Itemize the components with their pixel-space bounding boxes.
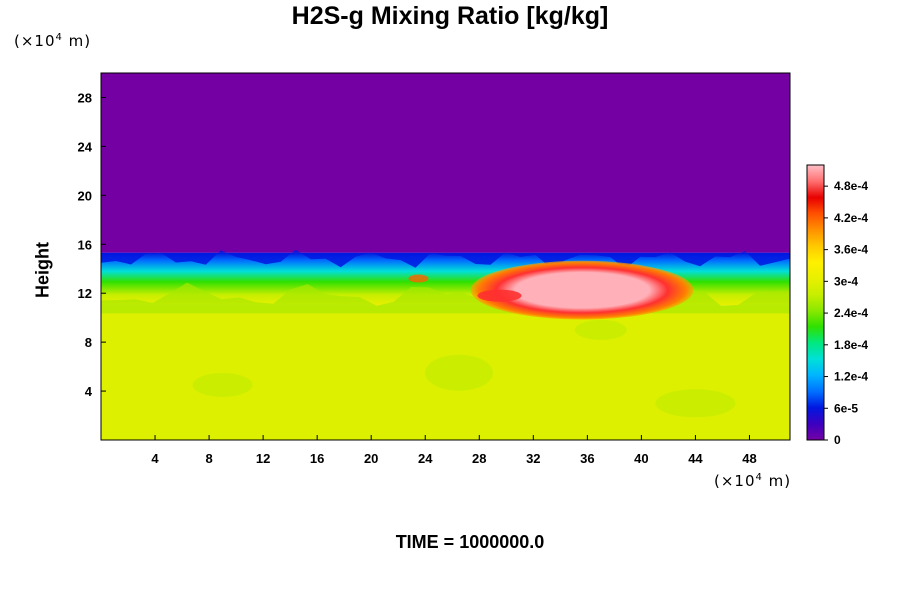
- y-tick-label: 20: [78, 188, 92, 203]
- colorbar-tick-label: 3.6e-4: [834, 243, 868, 257]
- plume-core: [470, 260, 694, 320]
- plot-frame: [100, 72, 791, 441]
- colorbar-scale: [806, 164, 825, 441]
- lower-patch: [425, 354, 494, 391]
- colorbar: 0 6e-5 1.2e-4 1.8e-4 2.4e-4 3e-4 3.6e-4 4.2e-4 4…: [806, 164, 868, 447]
- chart-title: H2S-g Mixing Ratio [kg/kg]: [291, 2, 609, 30]
- plume-tail: [477, 289, 522, 302]
- colorbar-tick-label: 4.2e-4: [834, 211, 868, 225]
- lower-patch: [192, 372, 253, 397]
- y-tick-label: 16: [78, 237, 92, 252]
- x-axis: 4 8 12 16 20 24 28 32 36 40 44 48: [151, 435, 757, 466]
- lower-patch: [655, 389, 736, 418]
- y-tick-label: 24: [78, 139, 93, 154]
- x-tick-label: 32: [526, 451, 540, 466]
- y-tick-label: 28: [78, 90, 92, 105]
- colorbar-tick-label: 3e-4: [834, 274, 858, 288]
- x-axis-unit: (×104 m): [714, 472, 792, 490]
- y-axis: 4 8 12 16 20 24 28: [78, 90, 106, 399]
- y-axis-unit: (×104 m): [14, 32, 92, 50]
- x-tick-label: 40: [634, 451, 648, 466]
- x-tick-label: 36: [580, 451, 594, 466]
- x-tick-label: 20: [364, 451, 378, 466]
- time-label: TIME = 1000000.0: [395, 532, 545, 552]
- colorbar-tick-label: 4.8e-4: [834, 179, 868, 193]
- x-tick-label: 8: [205, 451, 212, 466]
- y-tick-label: 4: [85, 384, 93, 399]
- y-tick-label: 12: [78, 286, 92, 301]
- heatmap-field: [101, 73, 790, 440]
- x-tick-label: 12: [256, 451, 270, 466]
- transition-band: [101, 282, 790, 314]
- y-tick-label: 8: [85, 335, 92, 350]
- colorbar-tick-label: 1.8e-4: [834, 338, 868, 352]
- plume-spot: [408, 274, 429, 283]
- x-tick-label: 24: [418, 451, 433, 466]
- x-tick-label: 48: [742, 451, 756, 466]
- colorbar-tick-label: 1.2e-4: [834, 370, 868, 384]
- x-tick-label: 28: [472, 451, 486, 466]
- colorbar-tick-label: 6e-5: [834, 401, 858, 415]
- x-tick-label: 16: [310, 451, 324, 466]
- x-tick-label: 4: [151, 451, 159, 466]
- colorbar-tick-label: 2.4e-4: [834, 306, 868, 320]
- mixing-boundary: [101, 249, 790, 269]
- lower-patch: [574, 319, 627, 340]
- colorbar-tick-label: 0: [834, 433, 841, 447]
- x-tick-label: 44: [688, 451, 703, 466]
- region-upper-layer: [101, 73, 790, 253]
